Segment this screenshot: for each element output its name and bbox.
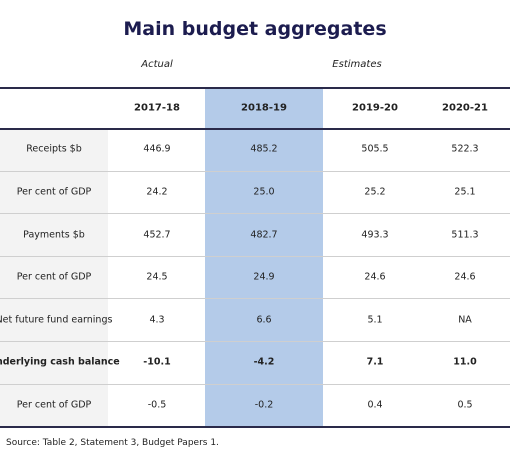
rule bbox=[0, 298, 510, 300]
rule bbox=[0, 426, 510, 428]
cell: 485.2 bbox=[250, 143, 278, 155]
title: Main budget aggregates bbox=[123, 18, 387, 40]
cell: -0.2 bbox=[254, 399, 274, 411]
cell: 24.2 bbox=[146, 186, 168, 198]
cell: 5.1 bbox=[367, 314, 383, 326]
group-label: Actual bbox=[141, 59, 173, 70]
cell: 25.1 bbox=[454, 186, 476, 198]
row-label: Net future fund earnings bbox=[0, 314, 113, 326]
cell: 24.9 bbox=[253, 271, 275, 283]
row-label: Per cent of GDP bbox=[16, 399, 92, 411]
rule bbox=[0, 87, 510, 89]
cell: 0.5 bbox=[457, 399, 473, 411]
column-header: 2020-21 bbox=[442, 102, 488, 114]
cell: 0.4 bbox=[367, 399, 383, 411]
rule bbox=[0, 255, 510, 257]
row-label: Payments $b bbox=[23, 229, 85, 240]
column-header: 2017-18 bbox=[134, 102, 180, 114]
rule bbox=[0, 341, 510, 342]
cell: 505.5 bbox=[361, 143, 389, 155]
rule bbox=[0, 213, 510, 215]
source: Source: Table 2, Statement 3, Budget Pap… bbox=[6, 438, 219, 448]
cell: 446.9 bbox=[143, 143, 171, 155]
rule bbox=[0, 170, 510, 172]
cell: 11.0 bbox=[453, 356, 477, 368]
column-header: 2018-19 bbox=[241, 102, 287, 114]
cell: 25.2 bbox=[364, 186, 386, 198]
label-column bbox=[0, 128, 108, 426]
cell: -0.5 bbox=[147, 399, 167, 411]
cell: 7.1 bbox=[366, 356, 384, 368]
cell: 511.3 bbox=[451, 229, 479, 240]
rule bbox=[0, 383, 510, 385]
cell: 482.7 bbox=[250, 229, 278, 240]
cell: 6.6 bbox=[256, 314, 272, 326]
row-label: Per cent of GDP bbox=[16, 186, 92, 198]
cell: 522.3 bbox=[451, 143, 479, 155]
cell: 24.6 bbox=[364, 271, 386, 283]
cell: 452.7 bbox=[143, 229, 171, 240]
row-label: Per cent of GDP bbox=[16, 271, 92, 283]
group-label: Estimates bbox=[332, 59, 382, 70]
cell: 25.0 bbox=[253, 186, 275, 198]
cell: -10.1 bbox=[143, 356, 171, 368]
column-header: 2019-20 bbox=[352, 102, 398, 114]
cell: -4.2 bbox=[253, 356, 275, 368]
cell: NA bbox=[458, 314, 472, 326]
cell: 24.6 bbox=[454, 271, 476, 283]
rule bbox=[0, 128, 510, 130]
row-label: Receipts $b bbox=[26, 143, 82, 155]
row-label: Underlying cash balance bbox=[0, 356, 120, 368]
cell: 493.3 bbox=[361, 229, 389, 240]
cell: 4.3 bbox=[149, 314, 165, 326]
cell: 24.5 bbox=[146, 271, 168, 283]
